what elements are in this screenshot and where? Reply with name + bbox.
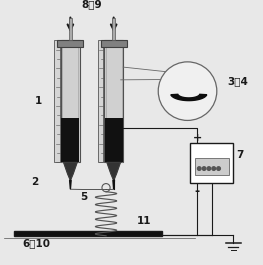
- Bar: [104, 40, 123, 162]
- Bar: [61, 118, 79, 162]
- Text: 8、9: 8、9: [82, 0, 102, 10]
- Circle shape: [202, 167, 206, 170]
- Text: 6、10: 6、10: [22, 238, 50, 248]
- Bar: [69, 18, 72, 40]
- Bar: [105, 118, 123, 162]
- Polygon shape: [64, 162, 77, 180]
- Bar: [57, 40, 83, 47]
- Bar: [54, 40, 60, 162]
- Text: 2: 2: [31, 176, 38, 187]
- Circle shape: [217, 167, 220, 170]
- Text: +: +: [193, 132, 202, 143]
- Polygon shape: [70, 180, 71, 189]
- Text: 7: 7: [236, 150, 243, 160]
- Polygon shape: [171, 94, 207, 101]
- Text: 1: 1: [34, 96, 42, 106]
- Bar: [195, 158, 229, 175]
- Circle shape: [198, 167, 201, 170]
- Bar: [100, 40, 127, 47]
- Text: -: -: [195, 185, 200, 198]
- Circle shape: [207, 167, 211, 170]
- Bar: [61, 40, 80, 162]
- Text: 3、4: 3、4: [227, 76, 248, 86]
- Polygon shape: [107, 162, 120, 180]
- Bar: [112, 18, 115, 40]
- Circle shape: [158, 62, 217, 120]
- Circle shape: [212, 167, 216, 170]
- Bar: [98, 40, 103, 162]
- Text: 11: 11: [136, 216, 151, 226]
- Text: 5: 5: [80, 192, 88, 202]
- Bar: [190, 143, 233, 183]
- Bar: [14, 231, 162, 236]
- Polygon shape: [113, 180, 114, 189]
